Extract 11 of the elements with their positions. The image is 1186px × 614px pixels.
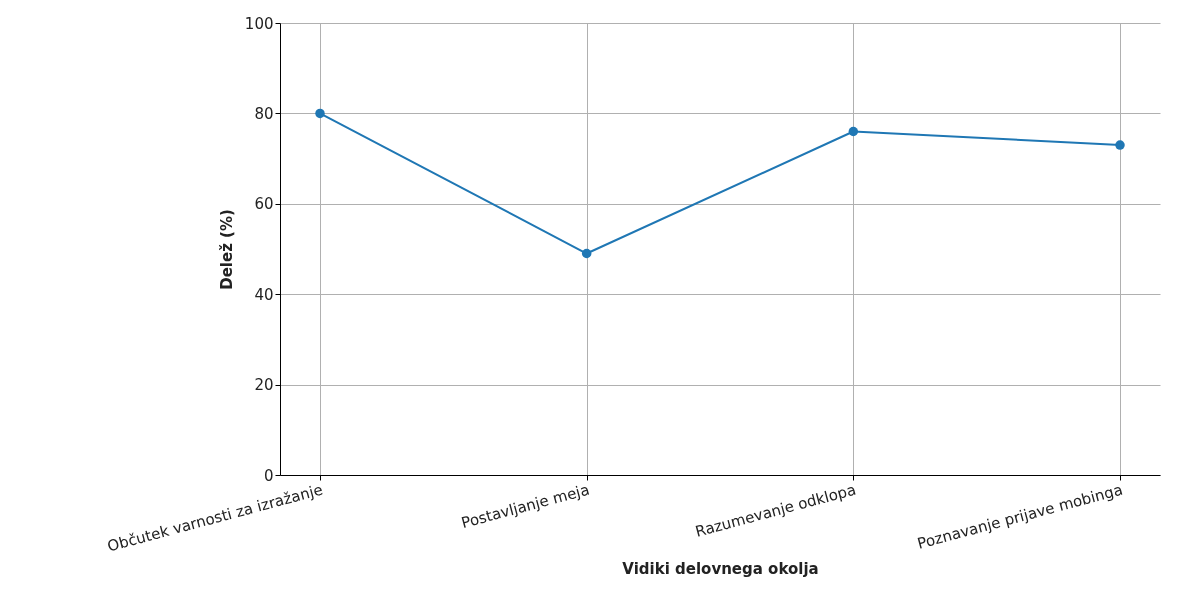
point [848, 126, 859, 137]
y-tick-label: 20 [254, 376, 274, 395]
point [315, 108, 325, 119]
y-tick-label: 40 [254, 285, 274, 304]
point [1115, 140, 1125, 150]
y-tick-label: 60 [254, 195, 274, 214]
y-tick-label: 100 [244, 14, 274, 33]
y-tick-label: 80 [254, 104, 274, 123]
y-axis-title: Delež (%) [217, 209, 236, 290]
x-axis-title: Vidiki delovnega okolja [622, 560, 819, 579]
point [581, 248, 592, 259]
